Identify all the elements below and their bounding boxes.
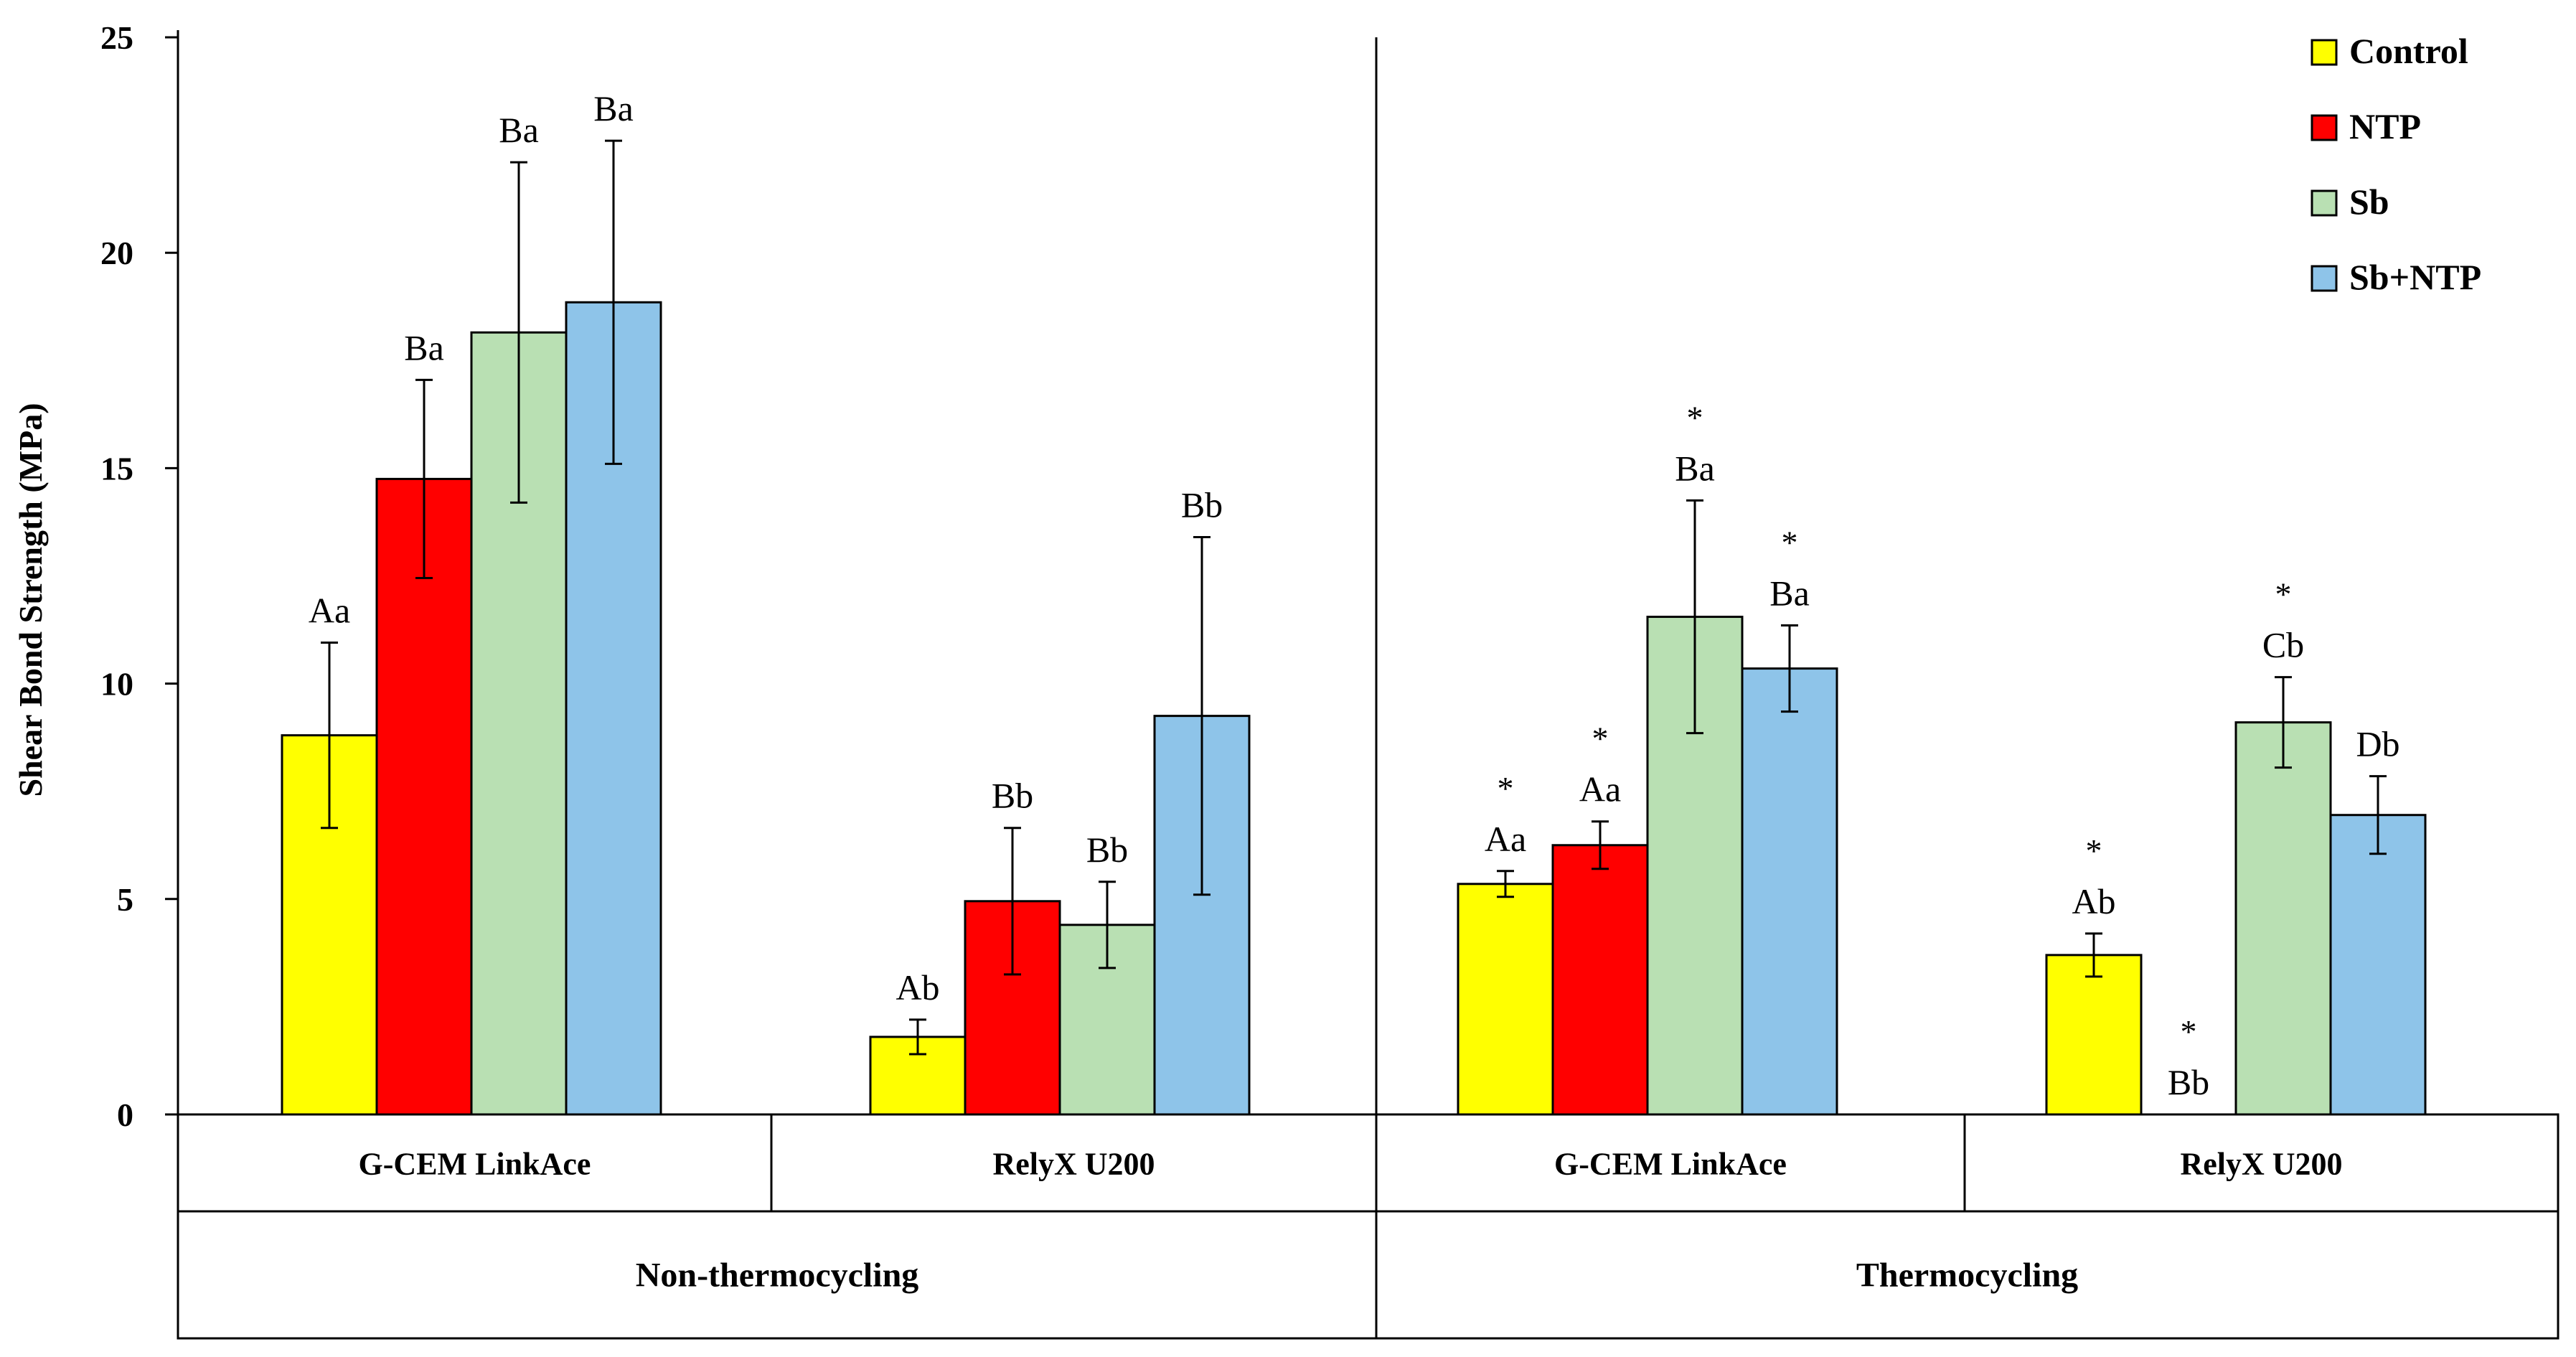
bar-control — [1457, 883, 1554, 1116]
bar-sb — [2234, 721, 2332, 1116]
legend-label: Sb+NTP — [2349, 257, 2481, 297]
data-label: Ab — [2072, 881, 2115, 921]
data-label: Ba — [1769, 573, 1810, 614]
significance-star: * — [1782, 525, 1798, 561]
legend-swatch-sb-ntp — [2311, 265, 2338, 292]
y-tick-label: 0 — [117, 1097, 133, 1133]
data-label: Ab — [896, 967, 939, 1008]
table-border — [177, 1113, 2559, 1340]
legend-label: Sb — [2349, 182, 2389, 222]
bar-ntp — [1551, 844, 1649, 1116]
data-label: Aa — [309, 591, 350, 631]
legend: Control NTP Sb Sb+NTP — [2311, 31, 2481, 297]
data-label: Cb — [2262, 625, 2304, 665]
data-label: Bb — [992, 776, 1033, 816]
bar-sb-ntp — [1741, 667, 1838, 1116]
data-label: Aa — [1485, 819, 1526, 859]
legend-label: NTP — [2349, 106, 2421, 146]
significance-star: * — [1592, 720, 1609, 757]
category-table: G-CEM LinkAce RelyX U200 G-CEM LinkAce Rely… — [177, 1113, 2559, 1340]
data-label: Ba — [593, 88, 634, 128]
legend-label: Control — [2349, 31, 2468, 71]
significance-star: * — [1498, 770, 1514, 807]
cement-label: RelyX U200 — [992, 1147, 1155, 1182]
labels-layer: Aa Ba Ba Ba Ab Bb Bb Bb Aa * Aa * Ba * Ba * Ab * Bb * Cb * Db — [309, 88, 2400, 1102]
bar-sb-ntp — [2329, 814, 2427, 1116]
cement-label: G-CEM LinkAce — [1554, 1147, 1787, 1182]
y-tick-label: 15 — [100, 450, 133, 487]
y-axis-label: Shear Bond Strength (MPa) — [12, 403, 49, 797]
data-label: Db — [2356, 724, 2399, 764]
significance-star: * — [2086, 832, 2102, 869]
condition-label: Non-thermocycling — [636, 1257, 919, 1295]
legend-swatch-control — [2311, 39, 2338, 66]
y-tick-label: 20 — [100, 235, 133, 271]
y-tick-label: 5 — [117, 881, 133, 918]
significance-star: * — [1687, 399, 1703, 436]
cement-label: G-CEM LinkAce — [359, 1147, 591, 1182]
bars-layer — [281, 139, 2427, 1116]
bar-control — [2045, 954, 2143, 1116]
significance-star: * — [2275, 576, 2292, 613]
y-tick-label: 10 — [100, 666, 133, 703]
y-tick-label: 25 — [100, 19, 133, 56]
data-label: Bb — [2168, 1062, 2209, 1102]
data-label: Bb — [1181, 484, 1223, 525]
data-label: Ba — [404, 327, 444, 367]
condition-label: Thermocycling — [1856, 1257, 2078, 1295]
bar-ntp — [375, 477, 473, 1116]
cement-label: RelyX U200 — [2180, 1147, 2342, 1182]
data-label: Aa — [1579, 769, 1621, 809]
data-label: Ba — [499, 110, 539, 150]
data-label: Bb — [1086, 830, 1128, 870]
data-label: Ba — [1675, 448, 1715, 488]
significance-star: * — [2181, 1013, 2197, 1050]
legend-swatch-sb — [2311, 189, 2338, 217]
legend-swatch-ntp — [2311, 114, 2338, 141]
